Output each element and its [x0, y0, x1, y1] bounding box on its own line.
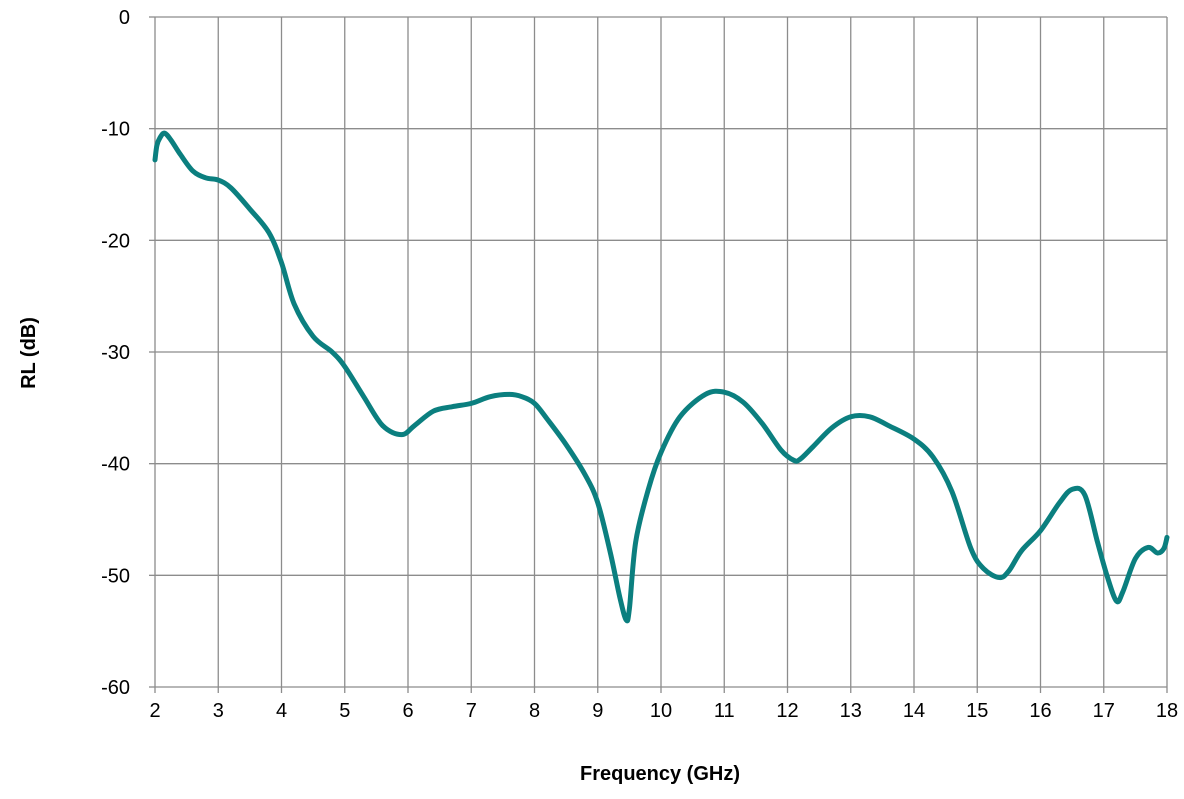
y-tick-label: -40 — [101, 454, 130, 476]
x-tick-label: 15 — [966, 700, 988, 722]
y-tick-label: -60 — [101, 677, 130, 699]
x-tick-label: 4 — [276, 700, 287, 722]
x-tick-label: 14 — [903, 700, 925, 722]
x-tick-label: 6 — [402, 700, 413, 722]
x-tick-label: 18 — [1156, 700, 1178, 722]
y-tick-label: -50 — [101, 565, 130, 587]
x-tick-label: 5 — [339, 700, 350, 722]
y-tick-label: -20 — [101, 230, 130, 252]
x-tick-label: 9 — [592, 700, 603, 722]
x-tick-label: 13 — [840, 700, 862, 722]
x-tick-label: 10 — [650, 700, 672, 722]
tick-labels: 2 3 4 5 6 7 8 9 10 11 12 13 14 15 16 17 18 0 -10 -20 -30 -40 -… — [101, 7, 1178, 722]
x-tick-label: 16 — [1029, 700, 1051, 722]
x-tick-label: 2 — [149, 700, 160, 722]
axes — [149, 17, 1167, 693]
x-tick-label: 12 — [776, 700, 798, 722]
y-tick-label: 0 — [119, 7, 130, 29]
x-tick-label: 8 — [529, 700, 540, 722]
y-tick-label: -30 — [101, 342, 130, 364]
x-tick-label: 3 — [213, 700, 224, 722]
y-tick-label: -10 — [101, 119, 130, 141]
x-tick-label: 7 — [466, 700, 477, 722]
x-tick-label: 11 — [714, 700, 735, 722]
x-axis-title: Frequency (GHz) — [580, 763, 740, 785]
gridlines — [155, 17, 1167, 687]
x-tick-label: 17 — [1093, 700, 1115, 722]
y-axis-title: RL (dB) — [18, 317, 40, 389]
